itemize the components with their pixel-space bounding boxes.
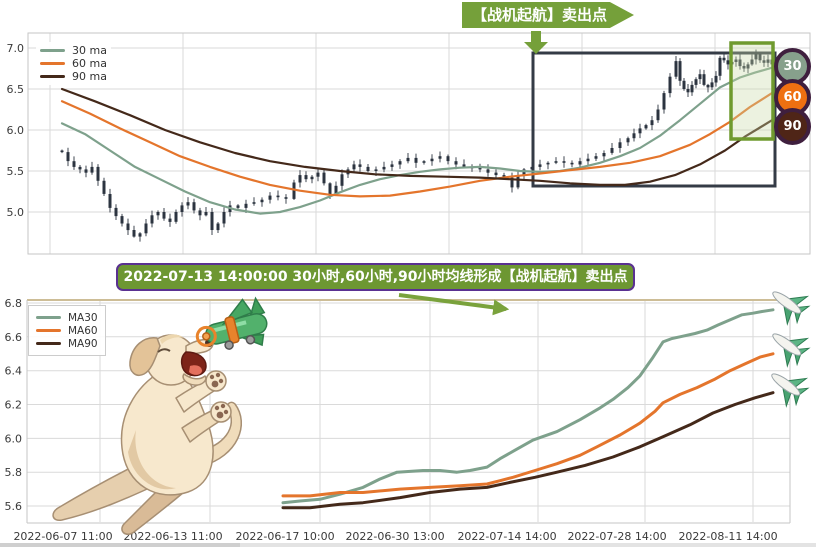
ma30-swatch xyxy=(40,49,65,52)
svg-text:6.5: 6.5 xyxy=(7,83,25,96)
svg-text:6.0: 6.0 xyxy=(5,432,23,445)
bottom-ma-line-2 xyxy=(281,352,775,498)
legend-label: 90 ma xyxy=(72,70,107,83)
svg-text:6.4: 6.4 xyxy=(5,365,23,378)
svg-text:2022-08-11 14:00: 2022-08-11 14:00 xyxy=(678,530,777,543)
candlestick-series xyxy=(60,49,774,242)
jet-plane-icon xyxy=(772,291,811,326)
highlight-box xyxy=(729,41,775,141)
annotation-arrow-icon xyxy=(398,293,510,316)
horizontal-scrollbar[interactable] xyxy=(0,543,816,547)
svg-text:6.2: 6.2 xyxy=(5,399,23,412)
bottom-y-axis-ticks: 6.8 6.6 6.4 6.2 6.0 5.8 5.6 xyxy=(5,297,23,513)
svg-text:5.0: 5.0 xyxy=(7,206,25,219)
svg-text:2022-06-13 11:00: 2022-06-13 11:00 xyxy=(123,530,222,543)
down-arrow-icon xyxy=(524,31,548,54)
legend-item-90ma: 90 ma xyxy=(40,70,107,83)
ma60-swatch xyxy=(36,329,61,332)
bottom-ma-line-1 xyxy=(281,308,775,505)
legend-item-ma90: MA90 xyxy=(36,337,98,350)
top-chart-plot: 7.0 6.5 6.0 5.5 5.0 xyxy=(7,32,811,255)
top-candlestick-chart: 7.0 6.5 6.0 5.5 5.0 xyxy=(7,31,811,255)
svg-text:2022-07-14 14:00: 2022-07-14 14:00 xyxy=(457,530,556,543)
svg-text:5.8: 5.8 xyxy=(5,466,23,479)
legend-item-60ma: 60 ma xyxy=(40,57,107,70)
ma90-swatch xyxy=(40,75,65,78)
ma60-swatch xyxy=(40,62,65,65)
bottom-x-axis-ticks: 2022-06-07 11:00 2022-06-13 11:00 2022-06-… xyxy=(13,530,777,543)
ma30-badge: 30 xyxy=(774,48,811,85)
top-ma-line-1 xyxy=(60,66,774,215)
jet-plane-icon xyxy=(771,373,810,408)
svg-text:5.5: 5.5 xyxy=(7,165,25,178)
svg-text:2022-06-30 13:00: 2022-06-30 13:00 xyxy=(345,530,444,543)
top-ma-line-3 xyxy=(60,87,774,186)
legend-label: MA30 xyxy=(68,311,98,324)
ma90-badge: 90 xyxy=(774,108,811,145)
bottom-chart-legend: MA30 MA60 MA90 xyxy=(28,305,106,356)
svg-text:2022-07-28 14:00: 2022-07-28 14:00 xyxy=(567,530,666,543)
svg-text:2022-06-07 11:00: 2022-06-07 11:00 xyxy=(13,530,112,543)
sell-point-banner: 【战机起航】卖出点 xyxy=(462,2,634,28)
bottom-ma-line-3 xyxy=(281,391,775,510)
legend-item-ma30: MA30 xyxy=(36,311,98,324)
svg-text:5.6: 5.6 xyxy=(5,500,23,513)
toy-plane-illustration xyxy=(195,296,268,350)
ma30-swatch xyxy=(36,316,61,319)
legend-item-ma60: MA60 xyxy=(36,324,98,337)
legend-label: MA90 xyxy=(68,337,98,350)
legend-item-30ma: 30 ma xyxy=(40,44,107,57)
top-ma-line-2 xyxy=(60,92,774,198)
svg-text:2022-06-17 10:00: 2022-06-17 10:00 xyxy=(235,530,334,543)
ma90-swatch xyxy=(36,342,61,345)
legend-label: MA60 xyxy=(68,324,98,337)
legend-label: 60 ma xyxy=(72,57,107,70)
svg-text:6.6: 6.6 xyxy=(5,331,23,344)
top-chart-legend: 30 ma 60 ma 90 ma xyxy=(36,42,111,85)
chart-title-banner: 2022-07-13 14:00:00 30小时,60小时,90小时均线形成【战… xyxy=(116,263,635,291)
jet-plane-icon xyxy=(772,333,811,368)
svg-text:6.0: 6.0 xyxy=(7,124,25,137)
svg-text:7.0: 7.0 xyxy=(7,42,25,55)
dog-illustration xyxy=(52,334,243,536)
scrollbar-thumb[interactable] xyxy=(0,543,240,547)
top-y-axis-ticks: 7.0 6.5 6.0 5.5 5.0 xyxy=(7,42,25,219)
svg-text:6.8: 6.8 xyxy=(5,297,23,310)
legend-label: 30 ma xyxy=(72,44,107,57)
